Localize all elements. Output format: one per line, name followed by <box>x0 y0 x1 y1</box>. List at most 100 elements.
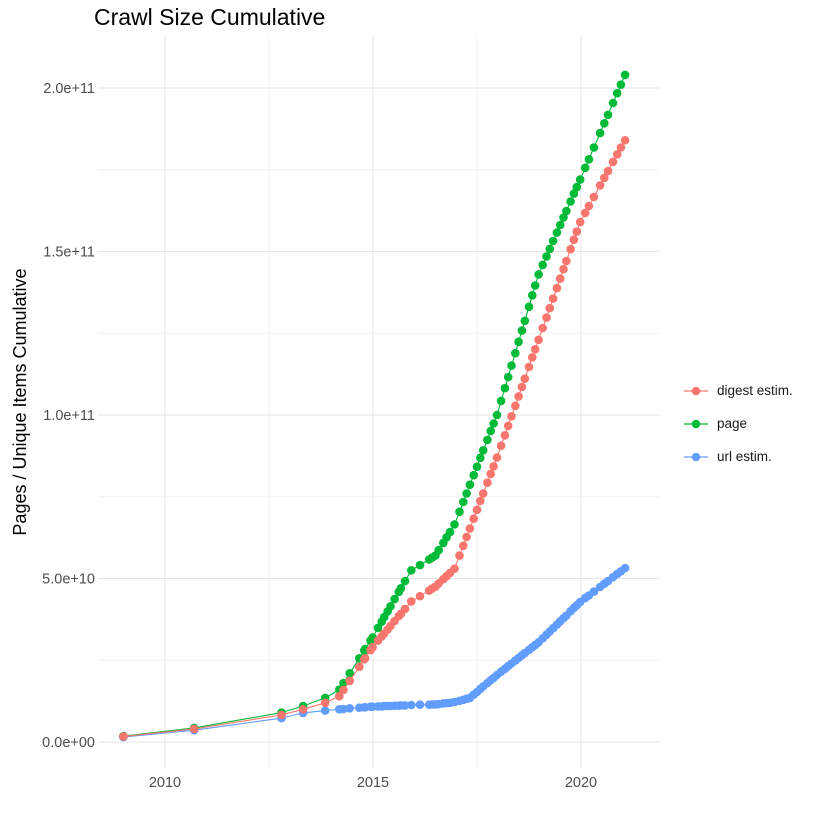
data-point-page <box>492 410 502 420</box>
data-point-page <box>507 361 516 370</box>
data-point-page <box>538 260 547 270</box>
data-point-digest-estim <box>339 685 348 695</box>
y-tick-label: 1.5e+11 <box>43 245 95 261</box>
data-point-digest-estim <box>584 201 594 211</box>
data-point-digest-estim <box>542 313 551 322</box>
data-point-url-estim <box>345 704 355 713</box>
legend-key-icon <box>684 419 708 428</box>
data-point-page <box>459 497 468 507</box>
legend-point-icon <box>691 419 701 428</box>
data-point-page <box>562 206 571 216</box>
data-point-digest-estim <box>455 551 464 560</box>
data-point-page <box>566 197 575 206</box>
data-point-digest-estim <box>552 283 562 293</box>
data-point-page <box>345 669 355 678</box>
data-point-page <box>589 143 599 152</box>
data-point-digest-estim <box>368 642 377 652</box>
legend-key-icon <box>684 386 708 395</box>
data-point-digest-estim <box>600 173 609 183</box>
data-point-page <box>489 419 498 428</box>
data-point-digest-estim <box>483 478 492 488</box>
data-point-digest-estim <box>555 274 565 283</box>
data-point-digest-estim <box>320 698 330 708</box>
data-point-page <box>434 545 444 555</box>
y-tick-label: 0.0e+00 <box>42 735 95 751</box>
legend-label: digest estim. <box>717 383 793 398</box>
data-point-page <box>400 576 410 586</box>
data-point-page <box>496 396 506 406</box>
data-point-digest-estim <box>612 150 622 159</box>
data-point-digest-estim <box>580 208 590 218</box>
data-point-digest-estim <box>589 192 599 202</box>
data-point-page <box>545 244 555 254</box>
data-point-page <box>569 189 579 198</box>
data-point-digest-estim <box>476 496 485 506</box>
chart-title: Crawl Size Cumulative <box>94 4 326 30</box>
data-point-page <box>616 80 626 89</box>
data-point-page <box>486 426 496 436</box>
data-point-digest-estim <box>616 143 626 152</box>
data-point-page <box>396 584 406 593</box>
data-point-page <box>469 470 479 480</box>
data-point-digest-estim <box>450 564 459 573</box>
data-point-page <box>445 527 455 537</box>
data-point-page <box>415 560 425 570</box>
data-point-page <box>483 435 492 445</box>
data-point-page <box>528 291 537 300</box>
data-point-digest-estim <box>472 505 482 515</box>
data-point-digest-estim <box>119 732 128 741</box>
data-point-page <box>462 489 471 498</box>
data-point-digest-estim <box>459 541 468 551</box>
data-point-page <box>472 462 482 472</box>
data-point-digest-estim <box>462 532 471 542</box>
data-point-digest-estim <box>496 441 506 451</box>
data-point-digest-estim <box>528 353 537 362</box>
x-tick-label: 2020 <box>565 775 597 791</box>
data-point-digest-estim <box>559 264 568 274</box>
data-point-page <box>524 302 534 312</box>
data-point-page <box>511 348 520 358</box>
data-point-page <box>534 270 543 279</box>
data-point-page <box>620 70 630 80</box>
y-tick-label: 2.0e+11 <box>43 81 95 97</box>
data-point-digest-estim <box>469 514 479 523</box>
data-point-digest-estim <box>545 303 555 313</box>
data-point-digest-estim <box>298 705 308 714</box>
data-point-digest-estim <box>492 453 502 462</box>
data-point-digest-estim <box>548 294 558 303</box>
data-point-page <box>455 507 464 517</box>
legend-label: page <box>717 416 748 431</box>
data-point-page <box>520 316 530 326</box>
legend-point-icon <box>691 452 701 461</box>
data-point-digest-estim <box>407 597 416 606</box>
data-point-digest-estim <box>524 362 534 372</box>
data-point-page <box>555 220 565 230</box>
data-point-url-estim <box>415 700 425 709</box>
data-point-page <box>390 594 399 604</box>
legend-item-page: page <box>684 407 793 440</box>
data-point-digest-estim <box>514 392 523 401</box>
data-point-page <box>530 281 540 290</box>
y-tick-label: 5.0e+10 <box>42 572 95 588</box>
data-point-page <box>465 480 475 490</box>
data-point-digest-estim <box>478 489 488 498</box>
data-point-digest-estim <box>530 345 540 354</box>
data-point-digest-estim <box>569 235 579 244</box>
y-tick-label: 1.0e+11 <box>43 408 95 424</box>
series-line-url-estim <box>123 567 626 738</box>
data-point-url-estim <box>339 704 348 714</box>
legend-key-icon <box>684 452 708 461</box>
data-point-digest-estim <box>562 256 571 266</box>
data-point-page <box>575 175 585 184</box>
series-digest-estim <box>119 136 630 741</box>
x-tick-label: 2010 <box>149 775 181 791</box>
data-point-digest-estim <box>360 654 370 663</box>
data-point-digest-estim <box>520 374 530 384</box>
data-point-page <box>595 128 605 138</box>
data-point-url-estim <box>400 701 410 710</box>
data-point-page <box>373 623 383 633</box>
series-url-estim <box>119 563 630 742</box>
data-point-page <box>517 326 527 335</box>
data-point-digest-estim <box>566 244 575 254</box>
